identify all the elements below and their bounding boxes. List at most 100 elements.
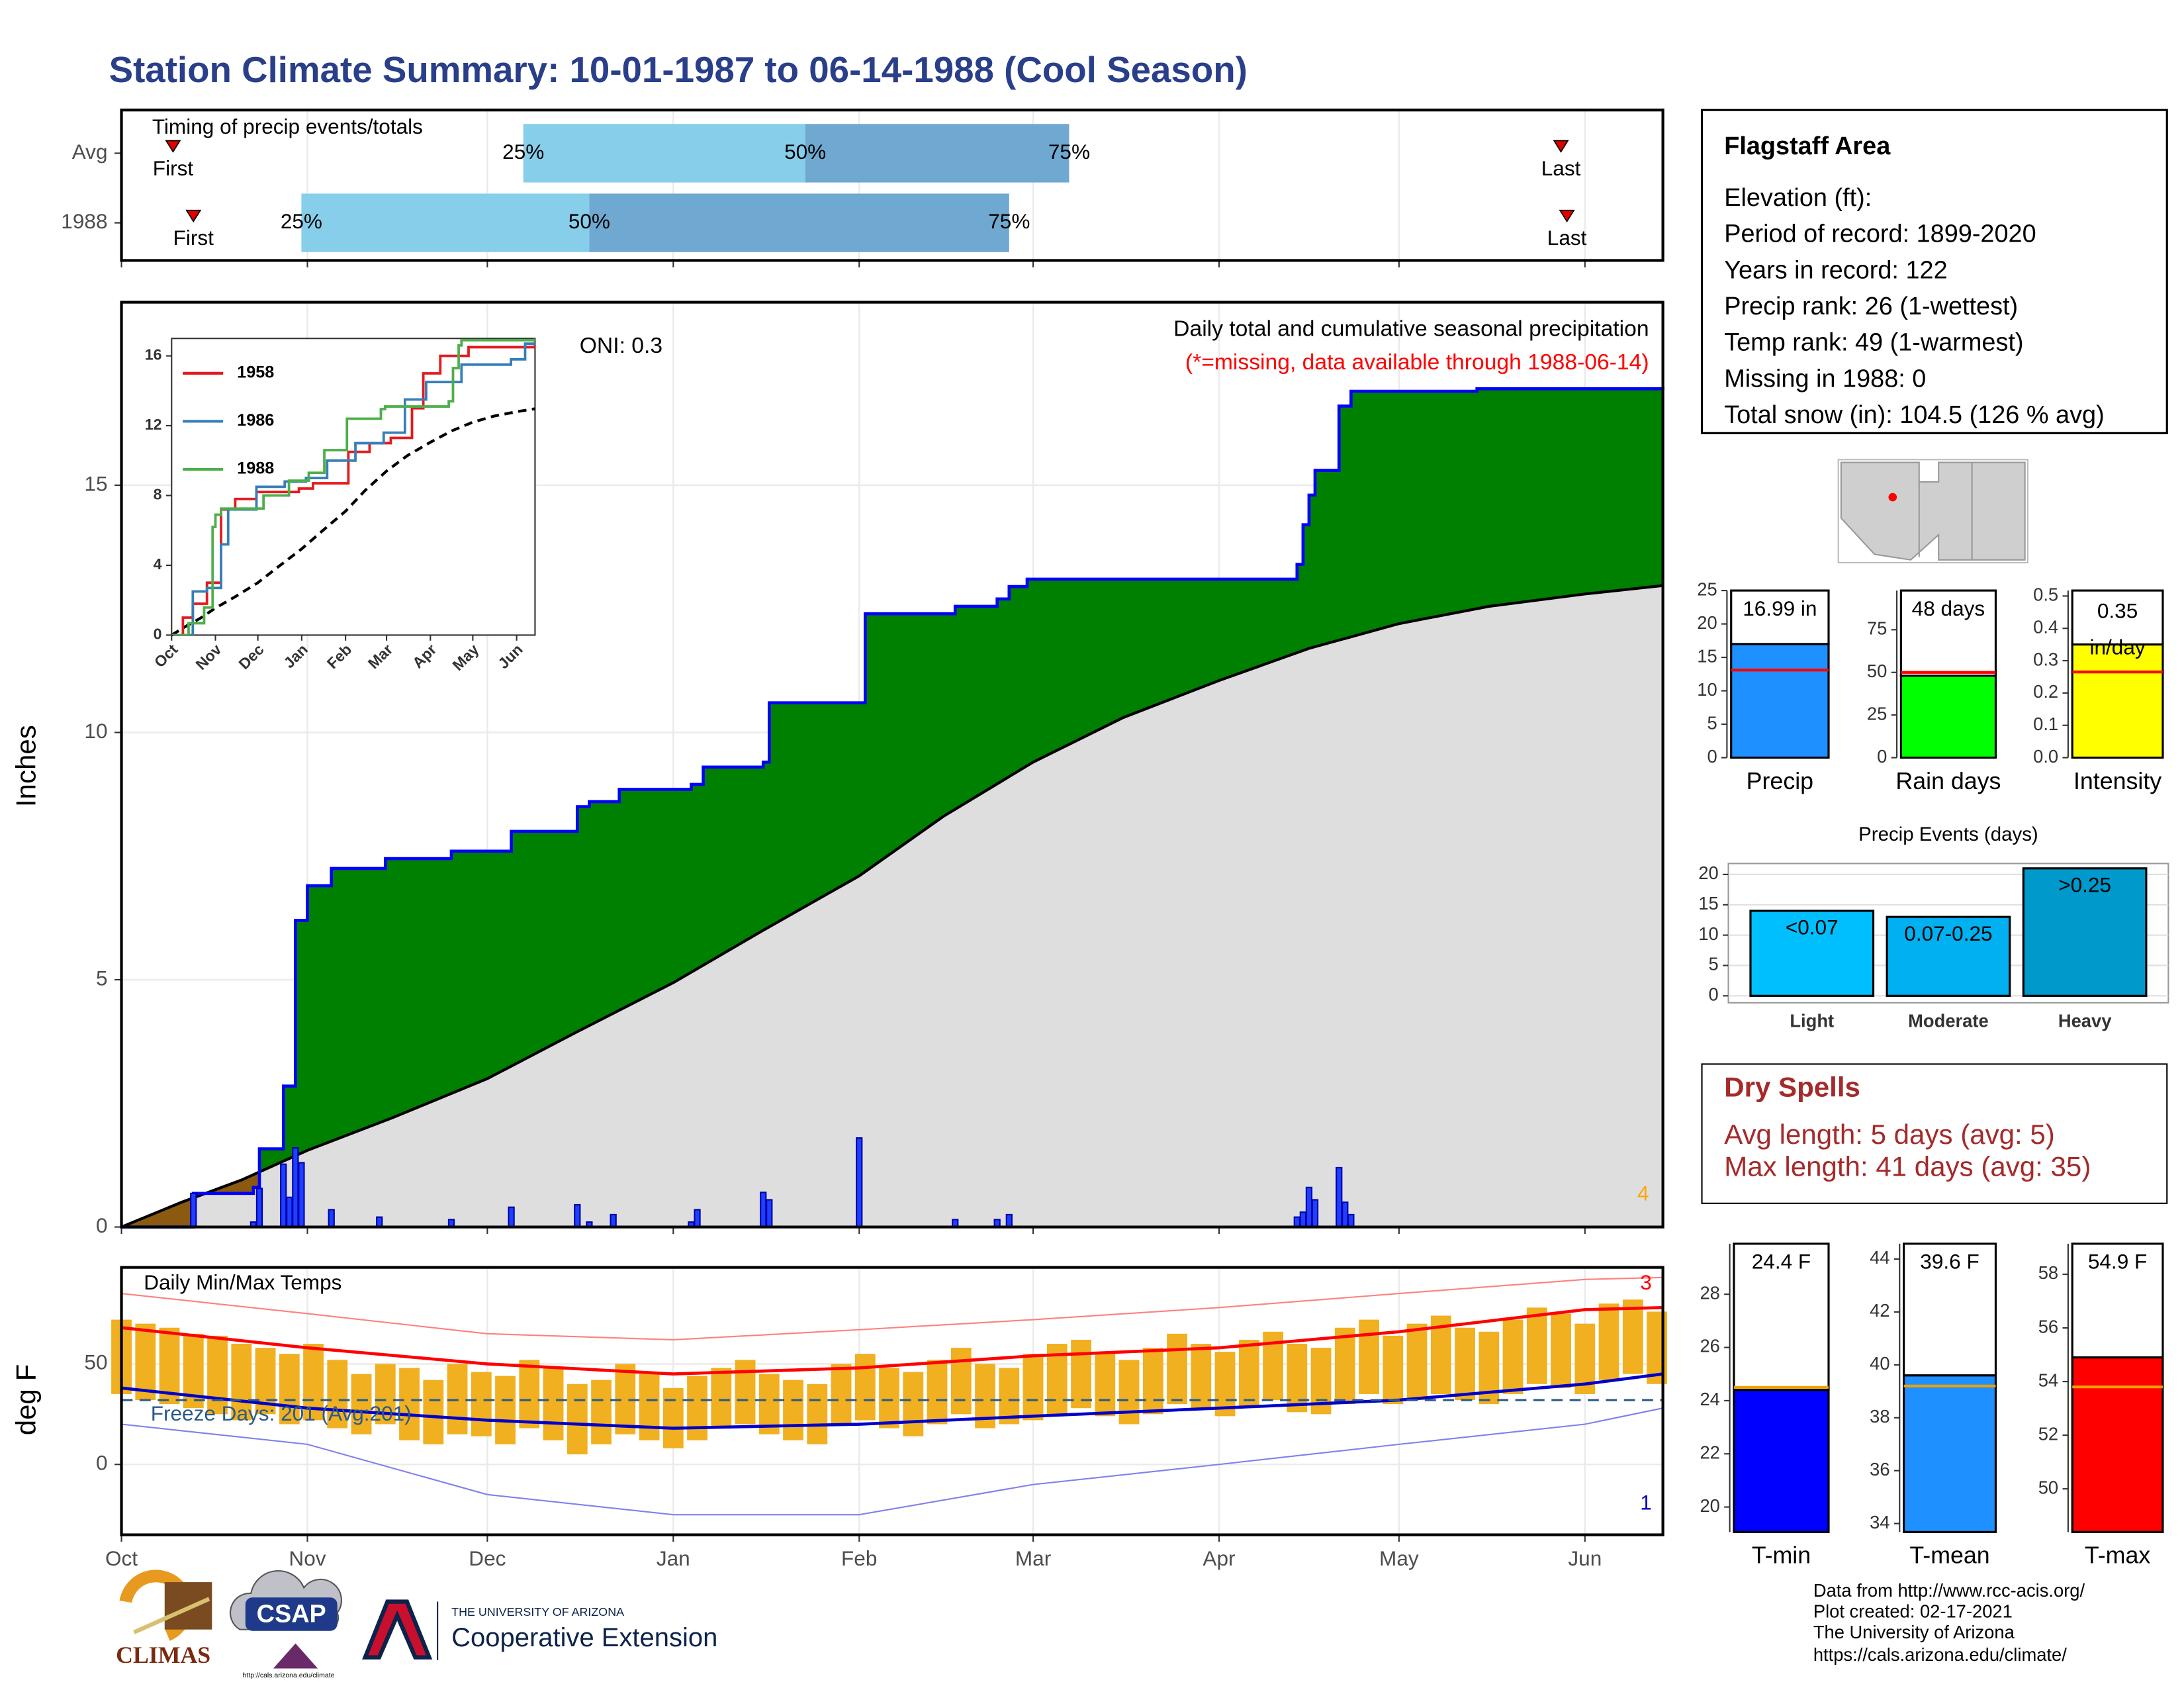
chart-title: Precip Events (days) (1858, 823, 2038, 845)
x-tick-label: Moderate (1908, 1011, 1989, 1031)
y-tick-label: 34 (1870, 1512, 1889, 1532)
daily-bar (298, 1162, 305, 1228)
quantile-label: 50% (569, 209, 610, 233)
temp-range-bar (543, 1368, 564, 1440)
x-tick-label: Feb (841, 1546, 877, 1570)
locator-map (1837, 459, 2028, 564)
record-max-line (121, 1276, 1663, 1340)
daily-bar (574, 1203, 581, 1228)
daily-bar (1311, 1199, 1319, 1228)
bar-label: <0.07 (1786, 915, 1839, 939)
station-name: Flagstaff Area (1724, 132, 1891, 160)
y-tick-label: 44 (1870, 1247, 1889, 1268)
value-label: 54.9 F (2088, 1250, 2147, 1274)
x-tick-label: May (1379, 1546, 1419, 1570)
row-label: 1988 (61, 209, 107, 233)
info-box (1700, 109, 2168, 434)
average-line (120, 584, 1663, 1229)
x-tick-label: Oct (105, 1546, 138, 1570)
series-line (171, 342, 535, 635)
y-tick-label: 25 (1697, 579, 1717, 599)
info-line: Total snow (in): 104.5 (126 % avg) (1724, 401, 2104, 429)
daily-bar (328, 1209, 335, 1228)
temp-range-bar (1142, 1348, 1163, 1415)
temp-range-bar (1598, 1303, 1619, 1380)
daily-bar (856, 1137, 863, 1228)
annotation: Freeze Days: 201 (Avg:201) (151, 1401, 412, 1425)
y-tick-label: 20 (1698, 863, 1718, 883)
bar (1886, 915, 2011, 997)
y-tick-label: 15 (1697, 645, 1717, 666)
y-tick-label: 5 (1707, 712, 1717, 733)
daily-bar (766, 1199, 773, 1228)
record-high-count: 3 (1640, 1270, 1652, 1294)
y-tick-label: 0 (1877, 746, 1887, 767)
observed-line (121, 387, 1664, 1229)
y-tick-label: 40 (1870, 1353, 1889, 1374)
quantile-label: 75% (1048, 140, 1090, 164)
bar-label: >0.25 (2058, 872, 2111, 896)
daily-bar (286, 1196, 293, 1228)
x-tick-label: Dec (469, 1546, 506, 1570)
temp-range-bar (1334, 1327, 1355, 1405)
record-min-line (121, 1407, 1663, 1516)
logo-text: THE UNIVERSITY OF ARIZONA (451, 1605, 624, 1618)
y-tick-label: 0.2 (2033, 681, 2058, 702)
quartile-bar (523, 124, 805, 183)
y-tick-label: 0 (96, 1213, 108, 1237)
temp-range-bar (1502, 1319, 1524, 1394)
daily-bar (1293, 1216, 1300, 1228)
info-line: Missing in 1988: 0 (1724, 365, 1926, 393)
temp-range-bar (1095, 1352, 1116, 1417)
x-tick-label: Light (1790, 1011, 1834, 1031)
label-box (1899, 589, 1997, 677)
y-tick-label: 0.1 (2033, 714, 2058, 734)
daily-bar (1342, 1201, 1349, 1228)
temp-range-bar (1551, 1313, 1571, 1388)
temp-range-bar (1383, 1335, 1404, 1405)
event-marker (185, 209, 202, 223)
y-tick-label: 50 (2038, 1477, 2058, 1497)
chart-subtitle: (*=missing, data available through 1988-… (1185, 350, 1649, 375)
quantile-label: 50% (784, 140, 826, 164)
quantile-label: 25% (281, 209, 322, 233)
bar-label: 0.07-0.25 (1904, 921, 1992, 945)
marker-label: Last (1541, 156, 1581, 180)
x-tick-label: Heavy (2058, 1011, 2112, 1031)
footer-line: The University of Arizona (1813, 1622, 2015, 1642)
temp-range-bar (854, 1354, 876, 1421)
y-tick-label: 12 (145, 416, 162, 433)
y-tick-label: 38 (1870, 1406, 1889, 1427)
y-tick-label: 28 (1700, 1282, 1719, 1303)
y-tick-label: 58 (2038, 1262, 2058, 1283)
temp-range-bar (927, 1360, 948, 1425)
y-tick-label: 5 (1709, 954, 1719, 974)
temp-range-bar (950, 1348, 972, 1415)
daily-bar (1336, 1166, 1343, 1228)
bar (2071, 1356, 2164, 1533)
bar (2022, 867, 2148, 997)
y-tick-label: 10 (1698, 923, 1718, 944)
daily-bar (760, 1192, 767, 1228)
temp-range-bar (903, 1372, 924, 1436)
temp-range-bar (735, 1360, 756, 1425)
y-tick-label: 16 (145, 346, 162, 363)
temp-range-bar (807, 1383, 828, 1444)
y-axis-title: deg F (11, 1364, 42, 1436)
temp-range-bar (471, 1372, 492, 1436)
panel-title: Timing of precip events/totals (152, 115, 423, 138)
info-line: Elevation (ft): (1724, 184, 1872, 212)
event-marker (1559, 209, 1575, 223)
daily-bar (610, 1213, 617, 1228)
marker-label: First (173, 226, 214, 250)
marker-label: Last (1547, 226, 1587, 250)
series-line (171, 340, 535, 635)
temp-range-bar (999, 1368, 1020, 1425)
series-line (171, 338, 535, 635)
dry-spells-line: Max length: 41 days (avg: 35) (1724, 1150, 2091, 1182)
y-tick-label: 5 (96, 966, 108, 990)
y-tick-label: 10 (1697, 679, 1717, 700)
average-line (171, 407, 535, 637)
quantile-label: 75% (988, 209, 1030, 233)
